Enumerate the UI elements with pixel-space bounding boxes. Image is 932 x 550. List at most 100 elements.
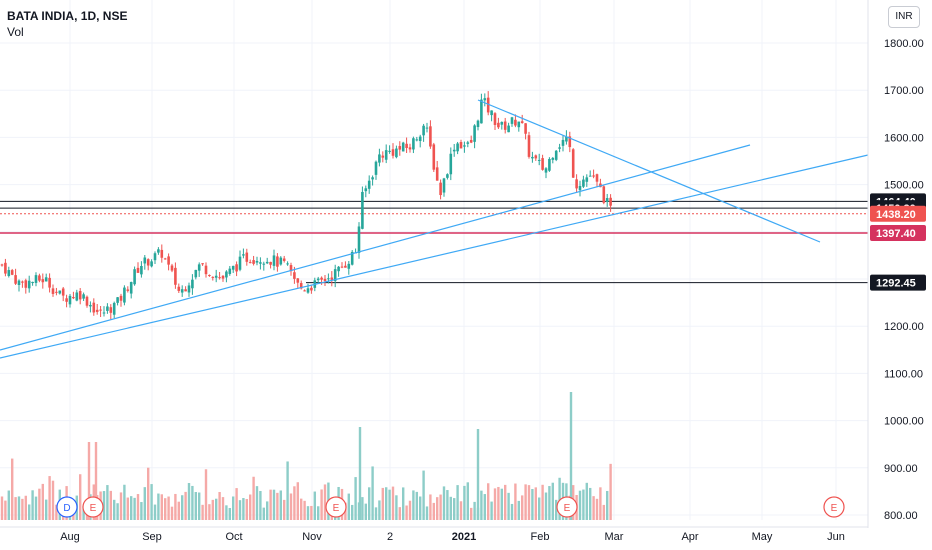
volume-bar (419, 496, 422, 520)
dividend-marker[interactable] (56, 496, 78, 518)
currency-badge[interactable]: INR (888, 6, 920, 28)
candle-body (255, 260, 259, 263)
volume-bar (453, 498, 456, 520)
volume-bar (595, 498, 599, 520)
candle-body (412, 138, 415, 150)
candle-body (388, 150, 391, 152)
earnings-marker[interactable] (556, 496, 578, 518)
candle-body (10, 270, 14, 275)
volume-bar (218, 492, 221, 520)
candle-body (259, 262, 262, 264)
volume-bar (113, 499, 116, 520)
candle-body (602, 186, 606, 203)
volume-bar (102, 491, 106, 520)
candle-body (143, 257, 147, 264)
volume-bar (395, 495, 398, 520)
candle-body (568, 136, 572, 148)
candle-body (191, 279, 194, 289)
volume-bar (4, 500, 7, 520)
chart-header: BATA INDIA, 1D, NSE Vol (7, 8, 127, 40)
candle-body (493, 113, 497, 125)
candle-body (75, 292, 79, 301)
trendlines[interactable] (0, 99, 869, 359)
volume-bar (388, 489, 391, 520)
candle-body (367, 180, 371, 189)
candle-body (449, 153, 453, 175)
time-axis: Aug Sep Oct Nov 2 2021 Feb Mar Apr May Jun (60, 531, 845, 543)
candle-body (333, 269, 337, 282)
earnings-marker[interactable] (325, 496, 347, 518)
candle-body (514, 119, 517, 126)
y-tick-label: 1700.00 (884, 85, 924, 97)
earnings-marker[interactable] (82, 496, 104, 518)
candle-body (588, 175, 592, 177)
volume-bar (28, 504, 31, 520)
y-tick-label: 1500.00 (884, 180, 924, 192)
candle-body (214, 275, 218, 278)
volume-bar (147, 467, 150, 520)
candle-body (554, 150, 558, 160)
candle-body (17, 280, 21, 286)
candle-body (184, 289, 187, 292)
volume-bar (429, 494, 432, 520)
candle-body (119, 295, 123, 301)
volume-bar (361, 497, 364, 520)
trendline[interactable] (0, 144, 751, 351)
candle-body (531, 156, 534, 159)
volume-bar (442, 486, 446, 520)
volume-bar (177, 501, 180, 520)
volume-bar (130, 496, 133, 520)
candle-body (418, 136, 422, 142)
volume-bar (408, 500, 412, 520)
volume-bar (143, 487, 146, 520)
volume-bar (493, 488, 497, 520)
volume-bar (582, 489, 585, 520)
volume-bar-spike (94, 442, 98, 520)
volume-bar (425, 506, 429, 520)
volume-bar (119, 492, 123, 520)
candle-body (177, 286, 181, 291)
candle-body (286, 263, 289, 265)
horizontal-levels[interactable] (0, 200, 868, 284)
x-tick-label: Oct (225, 531, 242, 543)
volume-bar (136, 494, 140, 520)
volume-bar (555, 499, 558, 520)
volume-bar (293, 486, 296, 520)
candle-body (548, 158, 551, 171)
volume-bar (109, 490, 112, 520)
candle-body (537, 159, 541, 161)
candle-body (95, 309, 99, 312)
candle-body (272, 255, 276, 266)
volume-bar (504, 484, 507, 520)
candle-body (381, 155, 385, 158)
price-axis: 1800.001700.001600.001500.001400.001300.… (0, 0, 924, 528)
candle-body (140, 265, 143, 275)
symbol-title[interactable]: BATA INDIA, 1D, NSE (7, 9, 128, 23)
candle-body (211, 276, 215, 278)
earnings-marker[interactable] (823, 496, 845, 518)
volume-bar (368, 487, 371, 520)
volume-bar (548, 486, 551, 520)
candle-body (123, 287, 126, 303)
candle-body (106, 306, 109, 311)
candle-body (48, 277, 51, 288)
volume-bar (198, 492, 201, 520)
volume-bar (606, 490, 609, 520)
candle-body (4, 262, 7, 274)
candle-body (7, 270, 11, 276)
trendline[interactable] (477, 99, 821, 243)
volume-indicator-label[interactable]: Vol (7, 25, 24, 39)
volume-bar (500, 488, 503, 520)
volume-bar (514, 483, 517, 520)
volume-bar (463, 485, 466, 520)
trendline[interactable] (0, 154, 869, 359)
volume-bar (7, 490, 10, 520)
volume-bar (347, 493, 350, 520)
price-level-tag (870, 274, 926, 291)
volume-bar (55, 504, 58, 520)
candle-body (85, 296, 89, 306)
volume-bar (286, 461, 289, 520)
volume-bar (534, 487, 537, 520)
